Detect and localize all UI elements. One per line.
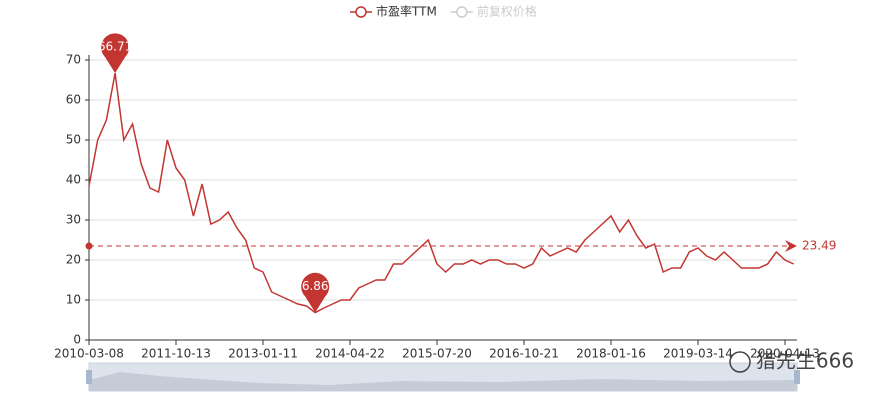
x-tick-label: 2019-03-14: [663, 347, 733, 361]
y-tick-label: 0: [73, 333, 81, 347]
watermark-icon: [729, 351, 751, 373]
x-tick-label: 2013-01-11: [228, 347, 298, 361]
mark-pin: [301, 272, 330, 313]
zoom-handle[interactable]: [86, 370, 92, 384]
y-tick-label: 30: [66, 213, 81, 227]
y-tick-label: 50: [66, 133, 81, 147]
average-label: 23.49: [802, 239, 836, 253]
y-tick-label: 20: [66, 253, 81, 267]
y-tick-label: 40: [66, 173, 81, 187]
x-tick-label: 2011-10-13: [141, 347, 211, 361]
x-tick-label: 2014-04-22: [315, 347, 385, 361]
zoom-handle[interactable]: [794, 370, 800, 384]
x-tick-label: 2016-10-21: [489, 347, 559, 361]
legend-label[interactable]: 市盈率TTM: [376, 4, 437, 19]
legend-label[interactable]: 前复权价格: [477, 4, 537, 19]
mark-label: 6.86: [302, 279, 329, 293]
y-tick-label: 60: [66, 93, 81, 107]
y-tick-label: 70: [66, 53, 81, 67]
zoom-preview: [89, 372, 797, 391]
average-start: [85, 242, 93, 250]
x-tick-label: 2018-01-16: [576, 347, 646, 361]
mark-label: 66.71: [98, 40, 132, 54]
legend-swatch: [456, 6, 468, 18]
x-tick-label: 2010-03-08: [54, 347, 124, 361]
legend-swatch: [355, 6, 367, 18]
x-tick-label: 2015-07-20: [402, 347, 472, 361]
series-line: [88, 73, 795, 314]
watermark: 猎先生666: [756, 349, 854, 373]
x-tick-label: 2020-04-13: [750, 347, 820, 361]
mark-pin: [101, 33, 130, 74]
y-tick-label: 10: [66, 293, 81, 307]
average-arrow: [785, 240, 797, 253]
